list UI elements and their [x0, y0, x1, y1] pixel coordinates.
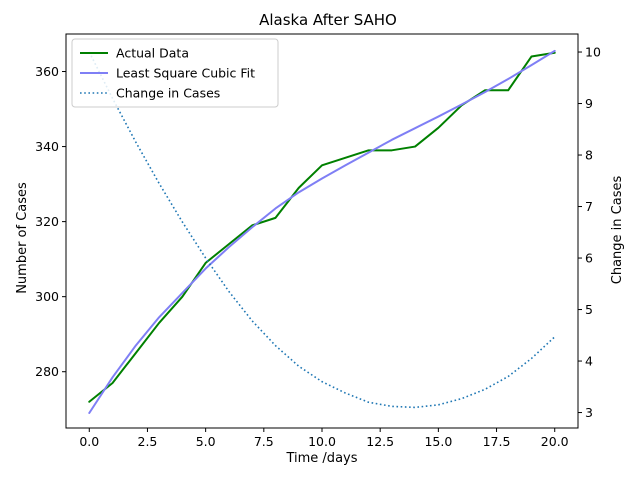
y2-tick-label: 10 — [585, 45, 601, 60]
x-tick-label: 5.0 — [196, 434, 216, 449]
y-tick-label: 320 — [35, 214, 59, 229]
legend-label-3: Change in Cases — [116, 86, 220, 101]
y-axis-title: Number of Cases — [15, 182, 30, 294]
x-tick-label: 12.5 — [366, 434, 394, 449]
y2-tick-label: 3 — [585, 405, 593, 420]
x-axis-title: Time /days — [285, 451, 357, 466]
x-tick-label: 20.0 — [541, 434, 569, 449]
y-tick-label: 280 — [35, 364, 59, 379]
legend-label-2: Least Square Cubic Fit — [116, 66, 255, 81]
x-tick-label: 10.0 — [308, 434, 336, 449]
y-tick-label: 360 — [35, 64, 59, 79]
x-tick-label: 0.0 — [79, 434, 99, 449]
y2-tick-label: 9 — [585, 96, 593, 111]
series-line-3 — [88, 51, 556, 409]
y2-tick-label: 7 — [585, 199, 593, 214]
legend: Actual Data Least Square Cubic Fit Change … — [71, 38, 279, 108]
series-line-2 — [88, 49, 556, 414]
y2-axis-title: Change in Cases — [610, 176, 625, 285]
y2-tick-label: 4 — [585, 354, 593, 369]
x-tick-label: 17.5 — [483, 434, 511, 449]
y2-tick-label: 6 — [585, 251, 593, 266]
x-tick-label: 2.5 — [138, 434, 158, 449]
chart-title: Alaska After SAHO — [259, 11, 397, 29]
y-tick-label: 340 — [35, 139, 59, 154]
legend-label-1: Actual Data — [116, 46, 189, 61]
y-tick-label: 300 — [35, 289, 59, 304]
x-tick-label: 15.0 — [424, 434, 452, 449]
y2-tick-label: 8 — [585, 148, 593, 163]
plot-area: 0.0 2.5 5.0 7.5 10.0 12.5 15.0 17.5 20.0 280 300 32… — [35, 33, 601, 449]
legend-box — [71, 38, 279, 108]
y2-tick-label: 5 — [585, 302, 593, 317]
x-tick-label: 7.5 — [254, 434, 274, 449]
